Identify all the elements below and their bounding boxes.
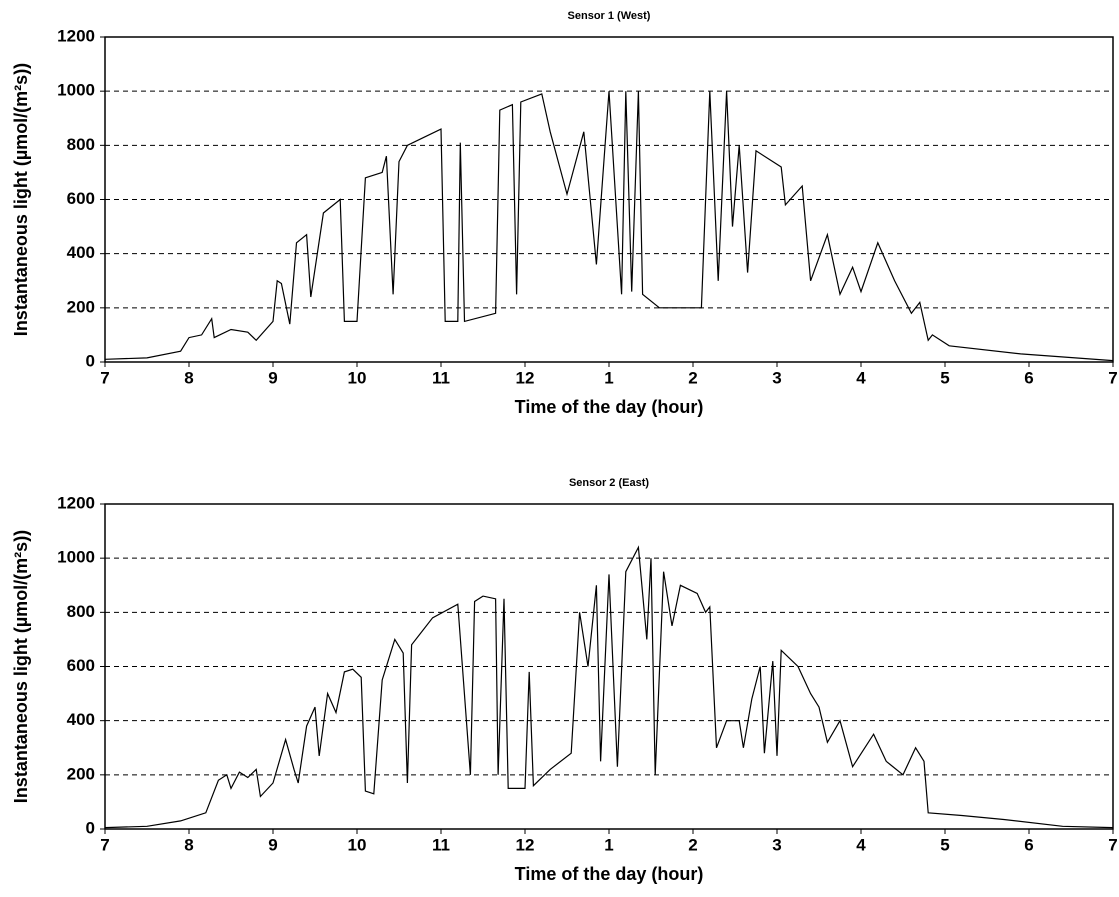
x-tick-label: 4 xyxy=(856,835,866,854)
x-tick-label: 5 xyxy=(940,368,949,387)
x-tick-label: 11 xyxy=(432,368,450,387)
x-axis-label: Time of the day (hour) xyxy=(515,397,704,417)
x-tick-label: 8 xyxy=(184,835,193,854)
y-tick-label: 400 xyxy=(67,243,95,262)
x-tick-label: 7 xyxy=(1108,368,1117,387)
x-tick-label: 2 xyxy=(688,368,697,387)
y-axis-label: Instantaneous light (µmol/(m²s)) xyxy=(11,530,31,803)
x-tick-label: 5 xyxy=(940,835,949,854)
y-tick-label: 0 xyxy=(86,351,95,370)
x-tick-label: 1 xyxy=(604,835,613,854)
x-axis-label: Time of the day (hour) xyxy=(515,864,704,884)
y-tick-label: 600 xyxy=(67,656,95,675)
y-tick-label: 1200 xyxy=(57,26,95,45)
x-tick-label: 4 xyxy=(856,368,866,387)
x-tick-label: 6 xyxy=(1024,368,1033,387)
x-tick-label: 3 xyxy=(772,835,781,854)
x-tick-label: 9 xyxy=(268,368,277,387)
y-tick-label: 1000 xyxy=(57,81,95,100)
x-tick-label: 8 xyxy=(184,368,193,387)
x-tick-label: 12 xyxy=(516,835,535,854)
x-tick-label: 11 xyxy=(432,835,450,854)
plot-frame xyxy=(104,36,1114,363)
y-tick-label: 200 xyxy=(67,764,95,783)
x-tick-label: 10 xyxy=(348,368,367,387)
y-tick-label: 800 xyxy=(67,602,95,621)
y-tick-label: 400 xyxy=(67,710,95,729)
x-tick-label: 6 xyxy=(1024,835,1033,854)
data-line xyxy=(104,545,1114,829)
x-tick-label: 1 xyxy=(604,368,613,387)
y-tick-label: 600 xyxy=(67,189,95,208)
x-tick-label: 2 xyxy=(688,835,697,854)
x-tick-label: 9 xyxy=(268,835,277,854)
y-tick-label: 800 xyxy=(67,135,95,154)
plot-frame xyxy=(104,503,1114,830)
x-tick-label: 7 xyxy=(1108,835,1117,854)
x-tick-label: 3 xyxy=(772,368,781,387)
data-line xyxy=(104,91,1114,362)
y-tick-label: 200 xyxy=(67,297,95,316)
y-axis-label: Instantaneous light (µmol/(m²s)) xyxy=(11,63,31,336)
y-tick-label: 1200 xyxy=(57,493,95,512)
chart-title: Sensor 1 (West) xyxy=(568,10,651,22)
y-tick-label: 1000 xyxy=(57,548,95,567)
x-tick-label: 7 xyxy=(100,835,109,854)
chart-title: Sensor 2 (East) xyxy=(569,477,649,489)
x-tick-label: 10 xyxy=(348,835,367,854)
x-tick-label: 7 xyxy=(100,368,109,387)
y-tick-label: 0 xyxy=(86,818,95,837)
x-tick-label: 12 xyxy=(516,368,535,387)
